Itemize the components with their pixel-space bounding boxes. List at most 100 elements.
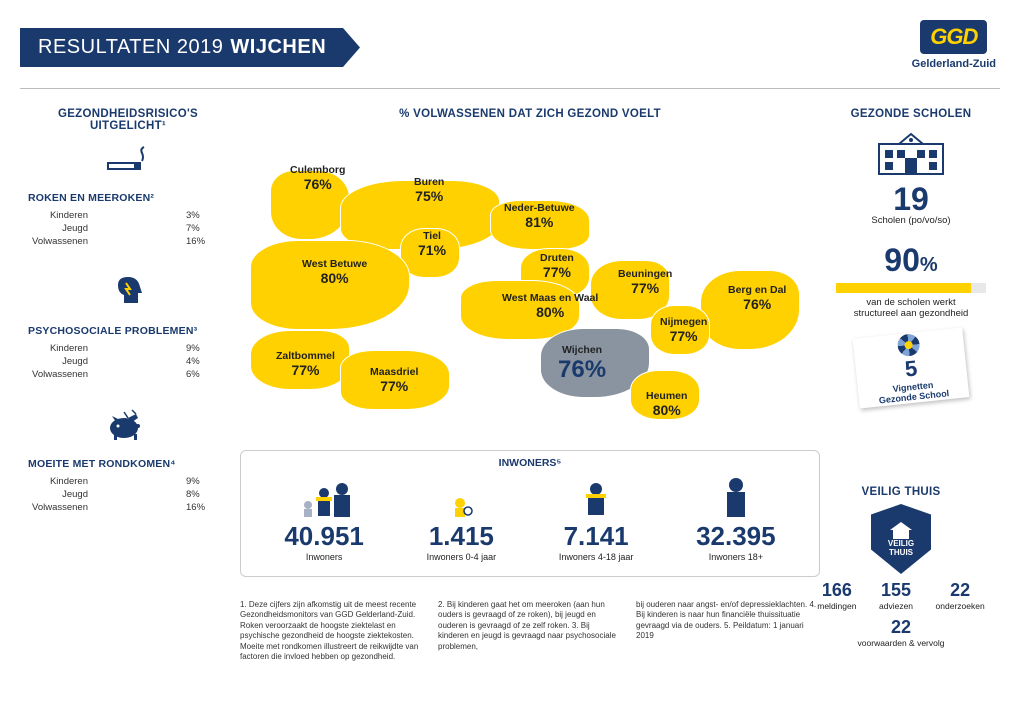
inwoners-item: 40.951Inwoners bbox=[284, 477, 364, 562]
vt-stat: 155adviezen bbox=[879, 580, 913, 611]
bar-row: Kinderen 3% bbox=[28, 210, 228, 221]
bar-row: Kinderen 9% bbox=[28, 343, 228, 354]
bar-label: Jeugd bbox=[28, 223, 92, 234]
bar-label: Volwassenen bbox=[28, 502, 92, 513]
people-icon bbox=[284, 477, 364, 517]
schools-sub: Scholen (po/vo/so) bbox=[826, 215, 996, 226]
title-year: RESULTATEN 2019 bbox=[38, 36, 223, 58]
region-pct: 80% bbox=[302, 270, 367, 286]
bar-pct: 16% bbox=[186, 236, 205, 247]
money-icon bbox=[103, 404, 153, 448]
region-label: Buren75% bbox=[414, 176, 444, 204]
bar-row: Jeugd4% bbox=[28, 356, 228, 367]
bar-pct: 6% bbox=[186, 369, 200, 380]
vt-stat-num: 166 bbox=[817, 580, 856, 601]
region-name: West Maas en Waal bbox=[502, 292, 598, 304]
region-name: Berg en Dal bbox=[728, 284, 786, 296]
region-name: Druten bbox=[540, 252, 574, 264]
flower-icon bbox=[897, 333, 921, 357]
bar-pct: 16% bbox=[186, 502, 205, 513]
region-label: Culemborg76% bbox=[290, 164, 345, 192]
right-heading: GEZONDE SCHOLEN bbox=[826, 108, 996, 120]
region-name: West Betuwe bbox=[302, 258, 367, 270]
region-label: Berg en Dal76% bbox=[728, 284, 786, 312]
ninety-bar bbox=[836, 283, 986, 293]
bar-pct: 8% bbox=[186, 489, 200, 500]
region-name: Neder-Betuwe bbox=[504, 202, 575, 214]
inwoners-item: 32.395Inwoners 18+ bbox=[696, 477, 776, 562]
bar-pct: 9% bbox=[186, 476, 200, 487]
region-label: Neder-Betuwe81% bbox=[504, 202, 575, 230]
money-subhead: MOEITE MET RONDKOMEN⁴ bbox=[28, 458, 228, 470]
region-label: Nijmegen77% bbox=[660, 316, 707, 344]
inwoners-label: Inwoners bbox=[284, 552, 364, 562]
title-municipality: WIJCHEN bbox=[230, 36, 326, 58]
region-pct: 77% bbox=[660, 328, 707, 344]
region-label: Tiel71% bbox=[418, 230, 446, 258]
bar-label: Kinderen bbox=[28, 210, 92, 221]
bar-row: Jeugd8% bbox=[28, 489, 228, 500]
vt-shield-text2: THUIS bbox=[889, 548, 913, 557]
center-heading: % VOLWASSENEN DAT ZICH GEZOND VOELT bbox=[240, 108, 820, 120]
inwoners-item: 1.415Inwoners 0-4 jaar bbox=[427, 477, 497, 562]
region-name: Maasdriel bbox=[370, 366, 418, 378]
region-pct: 71% bbox=[418, 242, 446, 258]
region-name: Beuningen bbox=[618, 268, 672, 280]
logo-subtext: Gelderland-Zuid bbox=[912, 58, 996, 70]
schools-count: 19 bbox=[826, 183, 996, 215]
vt-stat-num: 155 bbox=[879, 580, 913, 601]
region-pct: 80% bbox=[502, 304, 598, 320]
vt-shield-text1: VEILIG bbox=[888, 539, 914, 548]
region-name: Buren bbox=[414, 176, 444, 188]
region-label: Maasdriel77% bbox=[370, 366, 418, 394]
region-label: West Betuwe80% bbox=[302, 258, 367, 286]
inwoners-number: 1.415 bbox=[427, 521, 497, 552]
psych-subhead: PSYCHOSOCIALE PROBLEMEN³ bbox=[28, 325, 228, 337]
people-icon bbox=[696, 477, 776, 517]
bar-pct: 4% bbox=[186, 356, 200, 367]
bar-pct: 9% bbox=[186, 343, 200, 354]
bar-row: Kinderen 9% bbox=[28, 476, 228, 487]
logo-text: GGD bbox=[920, 20, 987, 54]
inwoners-label: Inwoners 4-18 jaar bbox=[559, 552, 634, 562]
region-name: Culemborg bbox=[290, 164, 345, 176]
vt-heading: VEILIG THUIS bbox=[806, 486, 996, 498]
region-map: Culemborg76%Buren75%Neder-Betuwe81%Tiel7… bbox=[240, 120, 820, 420]
bar-row: Jeugd7% bbox=[28, 223, 228, 234]
footnote-col1: 1. Deze cijfers zijn afkomstig uit de me… bbox=[240, 600, 424, 662]
ninety-pct: 90 bbox=[884, 242, 920, 278]
vt-stat: 166meldingen bbox=[817, 580, 856, 611]
region-name: Wijchen bbox=[562, 344, 602, 356]
region-label: Wijchen76% bbox=[558, 344, 606, 384]
bar-label: Kinderen bbox=[28, 476, 92, 487]
smoking-subhead: ROKEN EN MEEROKEN² bbox=[28, 192, 228, 204]
people-icon bbox=[559, 477, 634, 517]
region-label: West Maas en Waal80% bbox=[502, 292, 598, 320]
note-line2: Gezonde School bbox=[878, 388, 949, 405]
region-pct: 76% bbox=[558, 356, 606, 384]
footnote-col3: bij ouderen naar angst- en/of depressiek… bbox=[636, 600, 820, 662]
region-name: Nijmegen bbox=[660, 316, 707, 328]
note-number: 5 bbox=[904, 355, 919, 382]
region-label: Beuningen77% bbox=[618, 268, 672, 296]
inwoners-heading: INWONERS⁵ bbox=[253, 457, 807, 469]
region-pct: 77% bbox=[370, 378, 418, 394]
bar-row: Volwassenen6% bbox=[28, 369, 228, 380]
ninety-sub2: structureel aan gezondheid bbox=[826, 308, 996, 319]
bar-label: Kinderen bbox=[28, 343, 92, 354]
logo: GGD Gelderland-Zuid bbox=[912, 20, 996, 70]
region-pct: 81% bbox=[504, 214, 575, 230]
vt-stat: 22onderzoeken bbox=[936, 580, 985, 611]
region-pct: 80% bbox=[646, 402, 687, 418]
smoking-icon bbox=[103, 138, 153, 182]
footnotes: 1. Deze cijfers zijn afkomstig uit de me… bbox=[240, 600, 820, 662]
vt-stat-label: onderzoeken bbox=[936, 601, 985, 611]
inwoners-label: Inwoners 0-4 jaar bbox=[427, 552, 497, 562]
region-label: Zaltbommel77% bbox=[276, 350, 335, 378]
inwoners-number: 40.951 bbox=[284, 521, 364, 552]
bar-pct: 3% bbox=[186, 210, 200, 221]
inwoners-panel: INWONERS⁵ 40.951Inwoners 1.415Inwoners 0-… bbox=[240, 450, 820, 577]
bar-label: Volwassenen bbox=[28, 236, 92, 247]
vt-shield-icon: VEILIG THUIS bbox=[871, 504, 931, 574]
region-pct: 77% bbox=[540, 264, 574, 280]
